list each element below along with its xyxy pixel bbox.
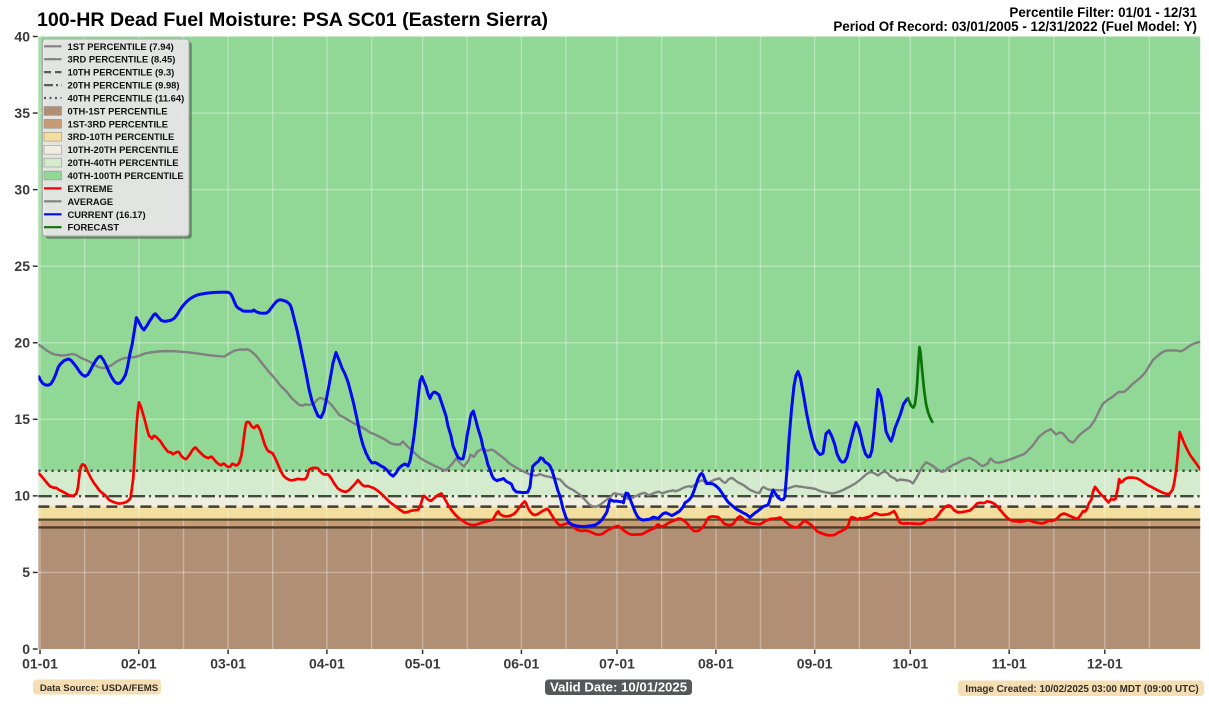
- svg-text:40TH PERCENTILE (11.64): 40TH PERCENTILE (11.64): [68, 93, 185, 104]
- svg-text:Percentile Filter: 01/01 - 12/: Percentile Filter: 01/01 - 12/31: [1009, 5, 1197, 20]
- svg-text:Period Of Record: 03/01/2005 -: Period Of Record: 03/01/2005 - 12/31/202…: [833, 19, 1197, 34]
- svg-text:10: 10: [14, 488, 30, 504]
- svg-text:1ST PERCENTILE (7.94): 1ST PERCENTILE (7.94): [68, 41, 174, 52]
- svg-text:20TH-40TH PERCENTILE: 20TH-40TH PERCENTILE: [68, 157, 179, 168]
- svg-text:12-01: 12-01: [1087, 656, 1123, 672]
- svg-text:09-01: 09-01: [797, 656, 833, 672]
- svg-text:20TH PERCENTILE (9.98): 20TH PERCENTILE (9.98): [68, 80, 180, 91]
- svg-text:20: 20: [14, 335, 30, 351]
- svg-text:15: 15: [14, 411, 30, 427]
- svg-text:10TH-20TH PERCENTILE: 10TH-20TH PERCENTILE: [68, 144, 179, 155]
- svg-text:07-01: 07-01: [599, 656, 635, 672]
- svg-text:01-01: 01-01: [22, 656, 58, 672]
- svg-text:10TH PERCENTILE (9.3): 10TH PERCENTILE (9.3): [68, 67, 175, 78]
- svg-text:5: 5: [22, 564, 30, 580]
- svg-text:40: 40: [14, 28, 30, 44]
- svg-text:04-01: 04-01: [309, 656, 345, 672]
- svg-text:05-01: 05-01: [405, 656, 441, 672]
- svg-text:25: 25: [14, 258, 30, 274]
- svg-text:FORECAST: FORECAST: [68, 222, 120, 233]
- svg-text:11-01: 11-01: [992, 656, 1027, 672]
- svg-text:EXTREME: EXTREME: [68, 183, 113, 194]
- svg-text:06-01: 06-01: [503, 656, 539, 672]
- svg-text:AVERAGE: AVERAGE: [68, 196, 114, 207]
- svg-text:03-01: 03-01: [210, 656, 246, 672]
- svg-text:Image Created: 10/02/2025 03:0: Image Created: 10/02/2025 03:00 MDT (09:…: [965, 684, 1198, 695]
- svg-text:3RD PERCENTILE (8.45): 3RD PERCENTILE (8.45): [68, 54, 176, 65]
- svg-text:Data Source: USDA/FEMS: Data Source: USDA/FEMS: [40, 683, 159, 694]
- svg-text:Valid Date: 10/01/2025: Valid Date: 10/01/2025: [550, 680, 687, 695]
- svg-text:3RD-10TH PERCENTILE: 3RD-10TH PERCENTILE: [68, 131, 175, 142]
- svg-text:CURRENT (16.17): CURRENT (16.17): [68, 209, 146, 220]
- svg-text:0: 0: [22, 641, 30, 657]
- svg-text:02-01: 02-01: [121, 656, 157, 672]
- svg-text:1ST-3RD PERCENTILE: 1ST-3RD PERCENTILE: [68, 118, 169, 129]
- svg-text:40TH-100TH PERCENTILE: 40TH-100TH PERCENTILE: [68, 170, 184, 181]
- svg-text:10-01: 10-01: [892, 656, 928, 672]
- svg-text:0TH-1ST PERCENTILE: 0TH-1ST PERCENTILE: [68, 105, 168, 116]
- svg-text:35: 35: [14, 105, 30, 121]
- svg-text:100-HR Dead Fuel Moisture: PSA: 100-HR Dead Fuel Moisture: PSA SC01 (Eas…: [37, 9, 548, 31]
- svg-text:30: 30: [14, 181, 30, 197]
- svg-text:08-01: 08-01: [698, 656, 734, 672]
